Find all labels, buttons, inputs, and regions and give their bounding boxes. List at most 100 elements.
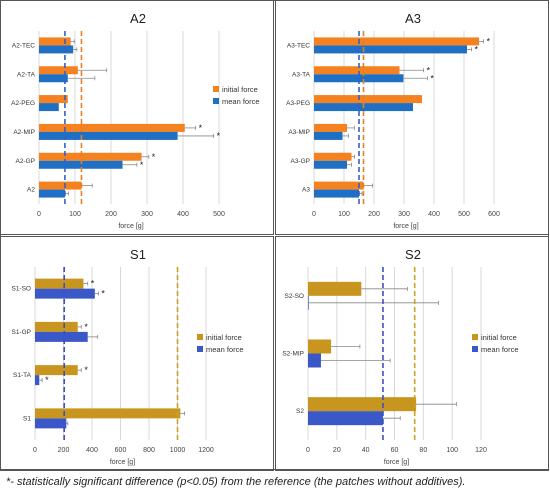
- tick-label: 0: [306, 447, 310, 454]
- chart-title: A2: [130, 11, 146, 26]
- category-label: A2-TA: [17, 71, 36, 78]
- category-label: A3: [302, 187, 310, 194]
- panel-s1: S1 0 200 400 600 800 1000 1200 force [g] S1-SO * * S…: [0, 236, 274, 471]
- significance-marker: *: [140, 160, 144, 170]
- footnote: *- statistically significant difference …: [6, 476, 466, 488]
- bar-initial-force: [314, 181, 364, 190]
- category-label: S1-TA: [13, 372, 32, 379]
- bar-mean-force: [39, 74, 68, 83]
- bar-mean-force: [308, 353, 321, 368]
- tick-label: 20: [333, 447, 341, 454]
- chart-s2: S2 0 20 40 60 80 100 120 force [g] S2-SO S2-MIP S2 i…: [282, 247, 519, 466]
- x-axis-label: force [g]: [110, 459, 135, 466]
- bar-initial-force: [314, 123, 347, 132]
- bar-mean-force: [314, 74, 404, 83]
- category-label: S2-SO: [284, 293, 304, 300]
- tick-label: 400: [86, 447, 98, 454]
- bar-mean-force: [308, 295, 309, 310]
- legend-swatch-mean: [213, 98, 219, 104]
- legend-swatch-mean: [197, 346, 203, 352]
- x-axis-label: force [g]: [384, 459, 409, 466]
- legend-label: initial force: [206, 333, 242, 342]
- chart-s1: S1 0 200 400 600 800 1000 1200 force [g] S1-SO * * S…: [11, 247, 244, 466]
- significance-marker: *: [91, 279, 95, 289]
- bar-mean-force: [314, 189, 359, 198]
- tick-label: 200: [105, 211, 117, 218]
- category-label: A3-TA: [292, 71, 311, 78]
- chart-title: A3: [405, 11, 421, 26]
- category-label: A3-MIP: [288, 129, 310, 136]
- legend-swatch-mean: [472, 346, 478, 352]
- bar-initial-force: [35, 321, 78, 332]
- bar-initial-force: [314, 152, 352, 161]
- bar-mean-force: [39, 131, 178, 140]
- bar-initial-force: [39, 37, 71, 46]
- significance-marker: *: [152, 152, 156, 162]
- x-axis-label: force [g]: [118, 223, 143, 230]
- bar-initial-force: [35, 365, 78, 376]
- significance-marker: *: [487, 36, 491, 46]
- tick-label: 600: [488, 211, 500, 218]
- legend-swatch-initial: [472, 334, 478, 340]
- legend-label: initial force: [481, 333, 517, 342]
- bar-initial-force: [314, 37, 479, 46]
- category-label: S2-MIP: [282, 351, 304, 358]
- tick-label: 0: [37, 211, 41, 218]
- tick-label: 400: [428, 211, 440, 218]
- category-label: A2: [27, 187, 35, 194]
- bar-initial-force: [39, 152, 142, 161]
- significance-marker: *: [84, 365, 88, 375]
- bar-initial-force: [35, 408, 181, 419]
- category-label: A2-GP: [15, 158, 35, 165]
- bar-initial-force: [35, 278, 84, 289]
- legend-label: mean force: [206, 345, 244, 354]
- tick-label: 1000: [170, 447, 186, 454]
- panel-a2: A2 0 100 200 300 400 500 force [g] A2-TEC A2-TA A2…: [0, 0, 274, 235]
- legend-label: mean force: [222, 97, 260, 106]
- category-label: A2-PEG: [11, 100, 35, 107]
- panel-s2: S2 0 20 40 60 80 100 120 force [g] S2-SO S2-MIP S2 i…: [275, 236, 549, 471]
- bar-mean-force: [35, 331, 88, 342]
- tick-label: 600: [115, 447, 127, 454]
- x-axis-label: force [g]: [393, 223, 418, 230]
- tick-label: 400: [177, 211, 189, 218]
- chart-a2: A2 0 100 200 300 400 500 force [g] A2-TEC A2-TA A2…: [11, 11, 260, 230]
- legend-label: mean force: [481, 345, 519, 354]
- significance-marker: *: [101, 289, 105, 299]
- bar-mean-force: [314, 45, 467, 54]
- bar-initial-force: [39, 95, 68, 104]
- panel-a3: A3 0 100 200 300 400 500 600 force [g] A3-TEC * * A3…: [275, 0, 549, 235]
- category-label: S1: [23, 415, 31, 422]
- category-label: S1-GP: [11, 329, 31, 336]
- tick-label: 300: [398, 211, 410, 218]
- tick-label: 120: [475, 447, 487, 454]
- tick-label: 0: [312, 211, 316, 218]
- tick-label: 300: [141, 211, 153, 218]
- bar-mean-force: [39, 45, 74, 54]
- bar-initial-force: [39, 66, 78, 75]
- significance-marker: *: [475, 44, 479, 54]
- bar-mean-force: [35, 375, 40, 386]
- category-label: S2: [296, 408, 304, 415]
- tick-label: 100: [69, 211, 81, 218]
- chart-title: S1: [130, 247, 146, 262]
- figure-frame: [0, 0, 549, 470]
- bar-mean-force: [314, 131, 343, 140]
- tick-label: 1200: [198, 447, 214, 454]
- tick-label: 40: [362, 447, 370, 454]
- tick-label: 0: [33, 447, 37, 454]
- bar-initial-force: [308, 281, 362, 296]
- category-label: S1-SO: [11, 286, 31, 293]
- significance-marker: *: [199, 123, 203, 133]
- tick-label: 100: [446, 447, 458, 454]
- tick-label: 800: [143, 447, 155, 454]
- tick-label: 200: [368, 211, 380, 218]
- significance-marker: *: [45, 375, 49, 385]
- chart-title: S2: [405, 247, 421, 262]
- bar-mean-force: [35, 418, 67, 429]
- bar-initial-force: [39, 123, 185, 132]
- significance-marker: *: [217, 131, 221, 141]
- bar-initial-force: [308, 339, 332, 354]
- tick-label: 60: [391, 447, 399, 454]
